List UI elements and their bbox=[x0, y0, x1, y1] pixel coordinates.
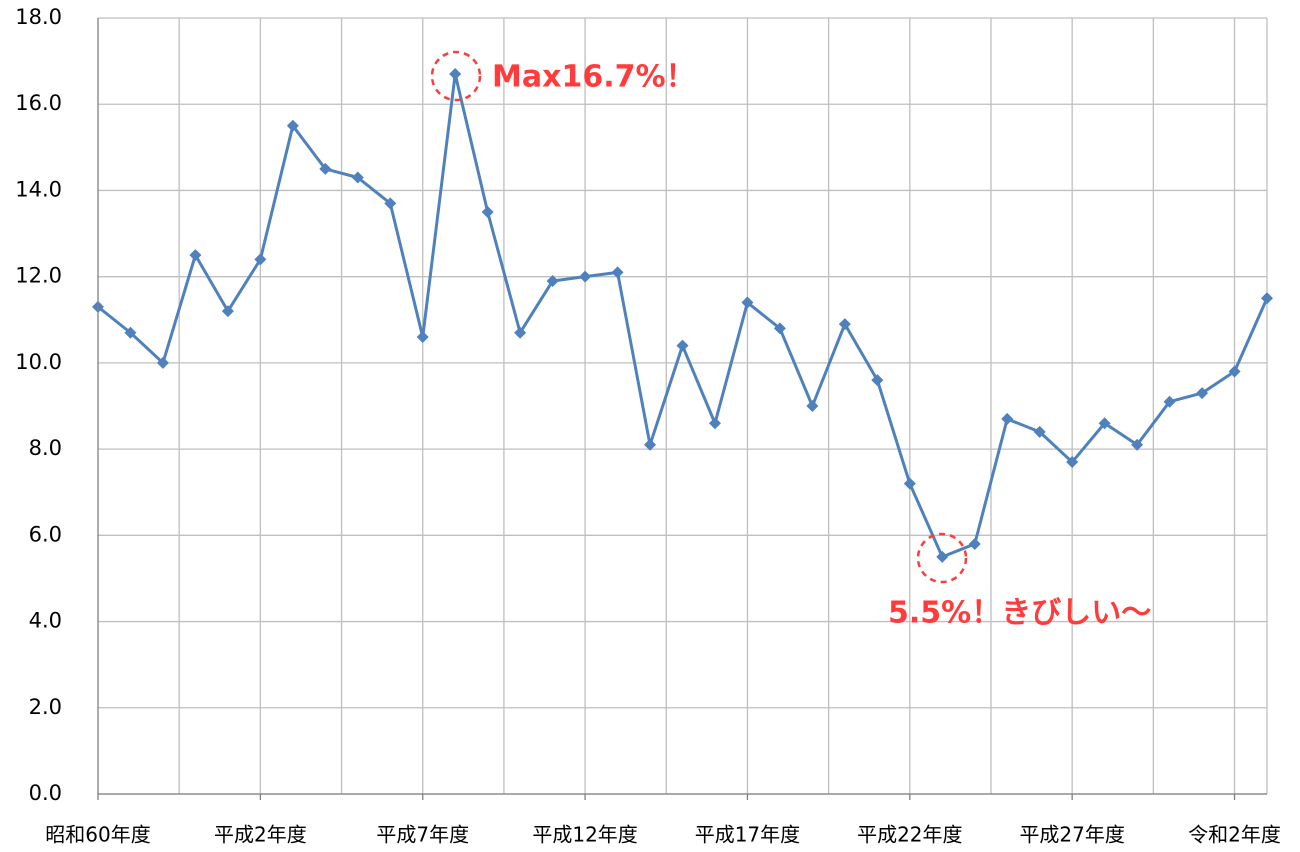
marker bbox=[124, 326, 137, 339]
marker bbox=[579, 270, 592, 283]
marker bbox=[514, 326, 527, 339]
y-tick-label: 12.0 bbox=[15, 264, 62, 288]
marker bbox=[968, 537, 981, 550]
marker bbox=[1261, 292, 1273, 305]
marker bbox=[936, 550, 949, 563]
marker bbox=[384, 197, 397, 210]
y-tick-label: 6.0 bbox=[29, 522, 62, 546]
marker bbox=[319, 162, 332, 175]
marker bbox=[221, 305, 234, 318]
x-tick-label: 平成27年度 bbox=[1019, 823, 1124, 847]
x-tick-label: 平成22年度 bbox=[857, 823, 962, 847]
marker bbox=[741, 296, 754, 309]
y-tick-label: 0.0 bbox=[29, 781, 62, 805]
marker bbox=[189, 249, 202, 262]
x-tick-label: 昭和60年度 bbox=[45, 823, 150, 847]
marker bbox=[1066, 456, 1079, 469]
x-tick-label: 平成17年度 bbox=[695, 823, 800, 847]
x-tick-label: 令和2年度 bbox=[1188, 823, 1281, 847]
marker bbox=[449, 68, 462, 81]
plot bbox=[92, 68, 1273, 563]
marker bbox=[708, 417, 721, 430]
y-tick-label: 16.0 bbox=[15, 91, 62, 115]
marker bbox=[838, 318, 851, 331]
x-tick-label: 平成7年度 bbox=[376, 823, 469, 847]
marker bbox=[903, 477, 916, 490]
highlight-circle bbox=[430, 50, 482, 102]
marker bbox=[481, 206, 494, 218]
marker bbox=[806, 400, 819, 412]
x-tick-label: 平成2年度 bbox=[214, 823, 307, 847]
marker bbox=[286, 119, 299, 132]
highlight-circle bbox=[916, 532, 968, 584]
marker bbox=[546, 274, 559, 287]
x-tick-label: 平成12年度 bbox=[532, 823, 637, 847]
marker bbox=[156, 356, 169, 369]
marker bbox=[1001, 412, 1014, 425]
marker bbox=[773, 322, 786, 335]
line bbox=[97, 72, 1269, 559]
annotation: Max16.7%！ bbox=[492, 60, 696, 95]
marker bbox=[611, 266, 624, 279]
y-tick-label: 8.0 bbox=[29, 436, 62, 460]
marker bbox=[871, 374, 884, 387]
annotation: 5.5%！きびしい～ bbox=[888, 596, 1151, 631]
marker bbox=[254, 253, 267, 266]
marker bbox=[1196, 387, 1209, 400]
marker bbox=[416, 331, 429, 344]
marker bbox=[1228, 365, 1241, 378]
marker bbox=[1033, 425, 1046, 438]
marker bbox=[676, 339, 689, 352]
y-tick-label: 2.0 bbox=[29, 695, 62, 719]
marker bbox=[351, 171, 364, 184]
marker bbox=[1131, 438, 1144, 451]
marker bbox=[1098, 417, 1111, 430]
y-tick-label: 18.0 bbox=[15, 5, 62, 29]
y-tick-label: 10.0 bbox=[15, 350, 62, 374]
y-tick-label: 14.0 bbox=[15, 177, 62, 201]
marker bbox=[644, 438, 657, 451]
marker bbox=[1163, 395, 1176, 408]
y-tick-label: 4.0 bbox=[29, 609, 62, 633]
grid bbox=[98, 17, 1268, 795]
